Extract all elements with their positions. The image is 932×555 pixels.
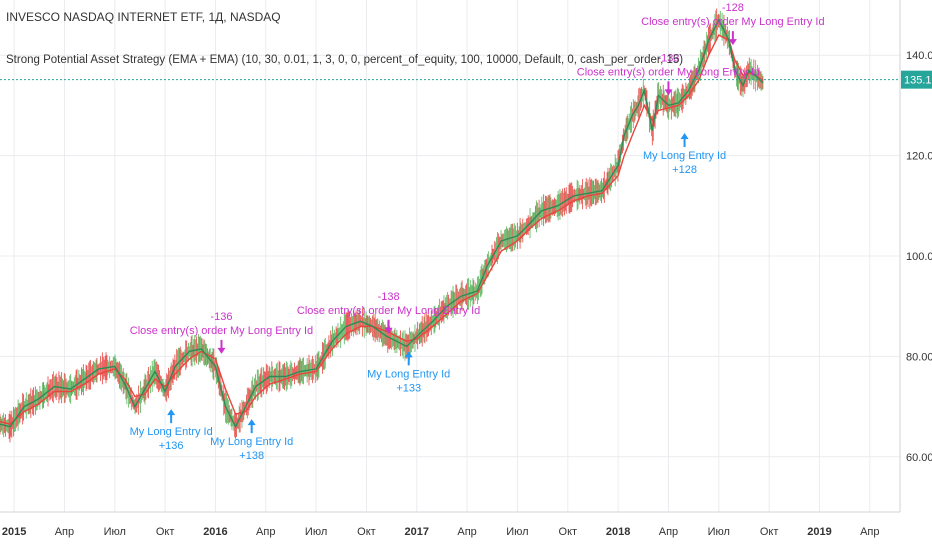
price-axis[interactable]: 60.00 80.00 100.00 120.00 140.00 bbox=[906, 50, 932, 464]
y-tick-label: 100.00 bbox=[906, 251, 932, 263]
x-tick-label: Окт bbox=[156, 526, 175, 538]
last-price-label: 135.13 bbox=[904, 75, 932, 87]
exit-pnl: -136 bbox=[210, 311, 232, 323]
x-tick-label: Окт bbox=[760, 526, 779, 538]
trade-markers: My Long Entry Id +136 Close entry(s) order… bbox=[130, 2, 825, 462]
exit-pnl: -133 bbox=[657, 52, 679, 64]
x-tick-label: Окт bbox=[559, 526, 578, 538]
time-axis[interactable]: 2015 Апр Июл Окт 2016 Апр Июл Окт 2017 Апр Июл Окт 2… bbox=[2, 526, 880, 538]
exit-label: Close entry(s) order My Long Entry Id bbox=[130, 325, 313, 337]
entry-label: My Long Entry Id bbox=[130, 426, 213, 438]
y-tick-label: 60.00 bbox=[906, 452, 932, 464]
strategy-title[interactable]: Strong Potential Asset Strategy (EMA + E… bbox=[6, 54, 684, 66]
entry-label: My Long Entry Id bbox=[643, 150, 726, 162]
entry-label: My Long Entry Id bbox=[367, 368, 450, 380]
exit-label: Close entry(s) order My Long Entry Id bbox=[641, 16, 824, 28]
exit-label: Close entry(s) order My Long Entry Id bbox=[297, 305, 480, 317]
x-tick-label: Июл bbox=[305, 526, 327, 538]
x-tick-label: 2018 bbox=[606, 526, 630, 538]
ema-fast-line bbox=[0, 18, 764, 429]
entry-pnl: +136 bbox=[159, 440, 184, 452]
entry-pnl: +128 bbox=[672, 164, 697, 176]
axes bbox=[0, 0, 901, 513]
x-tick-label: Апр bbox=[457, 526, 476, 538]
entry-pnl: +133 bbox=[396, 382, 421, 394]
entry-arrow-icon bbox=[167, 409, 176, 424]
entry-label: My Long Entry Id bbox=[210, 436, 293, 448]
y-tick-label: 120.00 bbox=[906, 151, 932, 163]
exit-arrow-icon bbox=[728, 31, 737, 46]
entry-pnl: +138 bbox=[239, 450, 264, 462]
exit-pnl: -128 bbox=[722, 2, 744, 14]
last-price-indicator: 135.13 bbox=[0, 70, 932, 89]
series-layer bbox=[0, 8, 764, 443]
exit-arrow-icon bbox=[217, 339, 226, 354]
entry-arrow-icon bbox=[680, 133, 689, 148]
x-tick-label: Апр bbox=[256, 526, 275, 538]
exit-arrow-icon bbox=[384, 319, 393, 334]
x-tick-label: Июл bbox=[104, 526, 126, 538]
x-tick-label: 2015 bbox=[2, 526, 26, 538]
y-tick-label: 80.00 bbox=[906, 351, 932, 363]
exit-label: Close entry(s) order My Long Entry Id bbox=[577, 66, 760, 78]
grid bbox=[0, 0, 900, 512]
x-tick-label: Апр bbox=[860, 526, 879, 538]
exit-arrow-icon bbox=[664, 81, 673, 96]
x-tick-label: 2017 bbox=[405, 526, 429, 538]
entry-arrow-icon bbox=[404, 351, 413, 366]
x-tick-label: Апр bbox=[659, 526, 678, 538]
exit-pnl: -138 bbox=[378, 291, 400, 303]
y-tick-label: 140.00 bbox=[906, 50, 932, 62]
symbol-title[interactable]: INVESCO NASDAQ INTERNET ETF, 1Д, NASDAQ bbox=[6, 10, 281, 24]
x-tick-label: Июл bbox=[506, 526, 528, 538]
x-tick-label: Апр bbox=[55, 526, 74, 538]
entry-arrow-icon bbox=[247, 419, 256, 434]
ema-slow-line bbox=[0, 34, 764, 425]
x-tick-label: 2016 bbox=[203, 526, 227, 538]
x-tick-label: 2019 bbox=[807, 526, 831, 538]
last-price-badge bbox=[901, 70, 932, 89]
x-tick-label: Окт bbox=[357, 526, 376, 538]
x-tick-label: Июл bbox=[708, 526, 730, 538]
